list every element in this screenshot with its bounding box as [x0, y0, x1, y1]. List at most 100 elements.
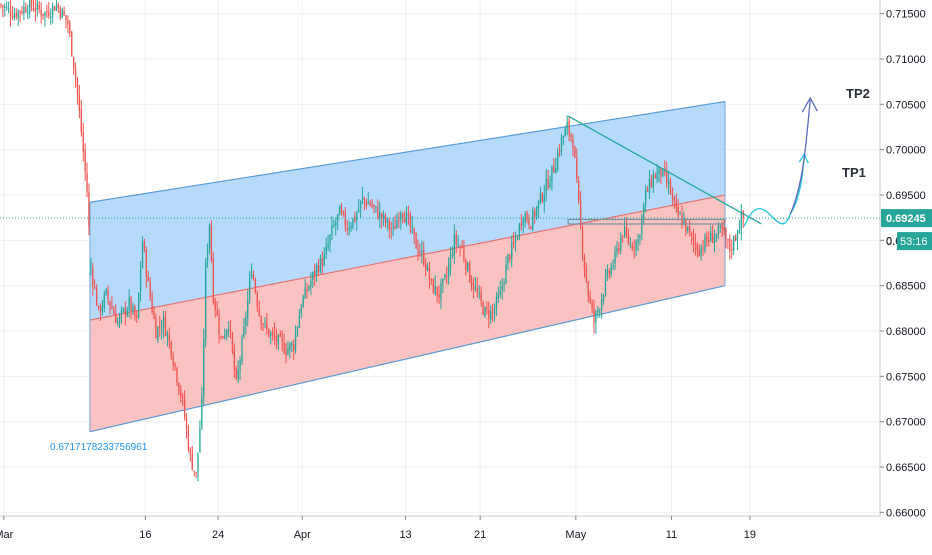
candle-body	[308, 286, 310, 290]
candle-body	[446, 276, 448, 278]
candle-body	[721, 225, 723, 229]
candle-body	[417, 247, 419, 254]
candle-body	[164, 317, 167, 336]
candle-body	[530, 226, 532, 230]
candle-body	[241, 338, 243, 362]
candle-body	[694, 243, 697, 246]
candle-body	[336, 214, 339, 221]
candle-body	[591, 302, 593, 309]
candle-body	[532, 210, 534, 230]
candle-body	[331, 225, 333, 236]
candle-body	[204, 262, 207, 339]
candle-body	[583, 256, 586, 268]
candle-body	[352, 218, 354, 228]
candle-body	[623, 227, 626, 237]
candle-body	[155, 318, 157, 339]
candle-body	[386, 218, 389, 223]
candle-body	[470, 280, 473, 286]
candle-body	[361, 196, 364, 201]
countdown-badge[interactable]	[897, 232, 932, 251]
candle-body	[124, 307, 126, 316]
candle-body	[50, 15, 52, 18]
candle-body	[491, 311, 494, 313]
candle-body	[92, 267, 94, 286]
candle-body	[662, 168, 664, 177]
candle-body	[275, 335, 278, 342]
candle-body	[455, 234, 457, 244]
candle-body	[120, 310, 123, 314]
candle-body	[742, 211, 744, 219]
candle-body	[206, 249, 209, 262]
candle-body	[585, 267, 588, 281]
candle-body	[652, 174, 654, 188]
drawings[interactable]: TP1 TP2 0.6717178233756961	[0, 86, 880, 453]
channel-middle-line[interactable]	[89, 194, 726, 321]
candle-body	[342, 211, 345, 214]
candle-body	[6, 6, 8, 9]
candle-body	[734, 236, 737, 241]
candles	[0, 0, 744, 482]
candle-body	[727, 239, 729, 241]
candle-body	[82, 131, 84, 152]
candle-body	[685, 218, 687, 232]
candle-body	[195, 472, 197, 474]
candle-body	[132, 306, 134, 312]
candle-body	[67, 19, 69, 24]
candle-body	[493, 308, 496, 314]
candle-body	[511, 242, 513, 259]
candle-body	[107, 289, 109, 300]
candle-body	[32, 7, 35, 11]
tp2-path[interactable]	[789, 100, 811, 215]
candle-body	[227, 328, 230, 330]
candle-body	[398, 220, 400, 222]
candle-body	[606, 269, 609, 277]
candle-body	[430, 278, 433, 280]
candle-body	[115, 313, 117, 323]
candle-body	[346, 228, 348, 230]
candle-body	[80, 109, 82, 133]
candle-body	[162, 316, 165, 329]
candle-body	[643, 204, 645, 218]
regression-channel[interactable]	[89, 100, 726, 433]
candle-body	[394, 226, 396, 230]
tp1-path[interactable]	[743, 156, 805, 227]
candle-body	[599, 309, 601, 311]
level-label: 0.6717178233756961	[50, 442, 148, 453]
candle-body	[589, 297, 591, 302]
last-price-badge[interactable]	[881, 209, 932, 228]
candle-body	[176, 368, 178, 383]
candle-body	[57, 5, 60, 8]
candle-body	[708, 239, 710, 242]
candle-body	[501, 286, 503, 290]
candle-body	[151, 297, 153, 313]
candle-body	[710, 232, 712, 242]
candle-body	[400, 213, 402, 220]
candle-body	[534, 210, 536, 217]
candle-body	[143, 241, 146, 250]
candle-body	[432, 279, 434, 293]
candle-body	[145, 250, 148, 278]
candle-body	[208, 224, 211, 250]
candle-body	[719, 226, 721, 228]
candle-body	[465, 260, 467, 270]
candle-body	[402, 214, 404, 219]
descending-trendline[interactable]	[567, 115, 762, 225]
candle-body	[467, 262, 469, 271]
channel-upper-line[interactable]	[89, 100, 726, 203]
candle-body	[558, 151, 561, 153]
candle-body	[560, 137, 563, 153]
price-tick-label: 0.68000	[886, 326, 926, 338]
candle-body	[193, 470, 195, 472]
candle-body	[262, 323, 264, 325]
candle-body	[23, 6, 25, 14]
candle-body	[11, 16, 14, 18]
candle-body	[306, 289, 308, 292]
candle-body	[556, 152, 559, 170]
candle-body	[637, 239, 639, 243]
candle-body	[59, 8, 61, 17]
channel-lower-line[interactable]	[89, 285, 726, 433]
horizontal-zone[interactable]	[567, 218, 726, 225]
candle-body	[644, 190, 647, 204]
